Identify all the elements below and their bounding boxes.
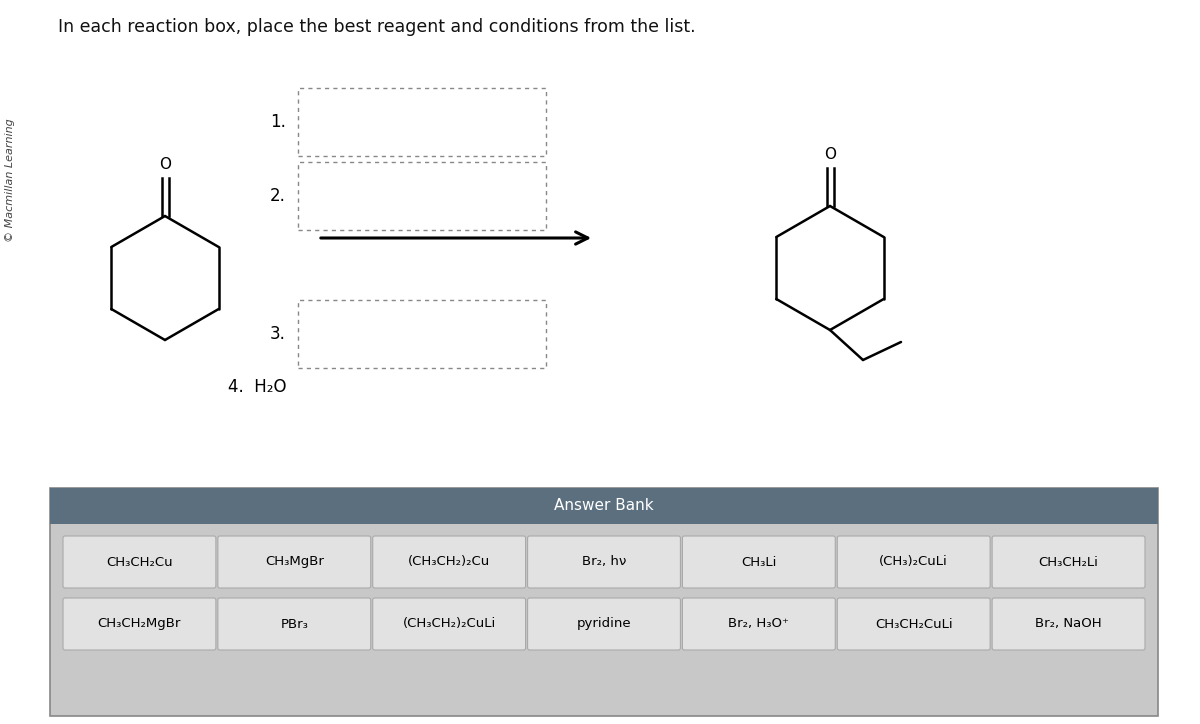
Text: PBr₃: PBr₃ <box>281 618 308 631</box>
FancyBboxPatch shape <box>50 488 1158 524</box>
Text: (CH₃CH₂)₂CuLi: (CH₃CH₂)₂CuLi <box>402 618 496 631</box>
FancyBboxPatch shape <box>64 536 216 588</box>
Text: Br₂, NaOH: Br₂, NaOH <box>1036 618 1102 631</box>
Text: 1.: 1. <box>270 113 286 131</box>
Text: CH₃CH₂MgBr: CH₃CH₂MgBr <box>97 618 181 631</box>
Text: Answer Bank: Answer Bank <box>554 499 654 513</box>
Text: pyridine: pyridine <box>577 618 631 631</box>
FancyBboxPatch shape <box>298 162 546 230</box>
Text: (CH₃)₂CuLi: (CH₃)₂CuLi <box>880 555 948 568</box>
FancyBboxPatch shape <box>683 598 835 650</box>
FancyBboxPatch shape <box>298 88 546 156</box>
Text: O: O <box>824 147 836 162</box>
FancyBboxPatch shape <box>992 536 1145 588</box>
FancyBboxPatch shape <box>683 536 835 588</box>
FancyBboxPatch shape <box>528 536 680 588</box>
Text: CH₃CH₂Cu: CH₃CH₂Cu <box>106 555 173 568</box>
FancyBboxPatch shape <box>838 536 990 588</box>
FancyBboxPatch shape <box>218 598 371 650</box>
Text: O: O <box>158 157 172 172</box>
Text: Br₂, H₃O⁺: Br₂, H₃O⁺ <box>728 618 790 631</box>
FancyBboxPatch shape <box>218 536 371 588</box>
FancyBboxPatch shape <box>373 598 526 650</box>
FancyBboxPatch shape <box>50 488 1158 716</box>
Text: CH₃Li: CH₃Li <box>742 555 776 568</box>
Text: CH₃MgBr: CH₃MgBr <box>265 555 324 568</box>
Text: 4.  H₂O: 4. H₂O <box>228 378 286 396</box>
FancyBboxPatch shape <box>528 598 680 650</box>
FancyBboxPatch shape <box>298 300 546 368</box>
Text: 3.: 3. <box>270 325 286 343</box>
Text: © Macmillan Learning: © Macmillan Learning <box>5 118 16 242</box>
Text: 2.: 2. <box>270 187 286 205</box>
Text: (CH₃CH₂)₂Cu: (CH₃CH₂)₂Cu <box>408 555 491 568</box>
FancyBboxPatch shape <box>992 598 1145 650</box>
FancyBboxPatch shape <box>838 598 990 650</box>
Text: Br₂, hν: Br₂, hν <box>582 555 626 568</box>
FancyBboxPatch shape <box>64 598 216 650</box>
Text: CH₃CH₂CuLi: CH₃CH₂CuLi <box>875 618 953 631</box>
Text: CH₃CH₂Li: CH₃CH₂Li <box>1039 555 1098 568</box>
FancyBboxPatch shape <box>373 536 526 588</box>
Text: In each reaction box, place the best reagent and conditions from the list.: In each reaction box, place the best rea… <box>58 18 696 36</box>
